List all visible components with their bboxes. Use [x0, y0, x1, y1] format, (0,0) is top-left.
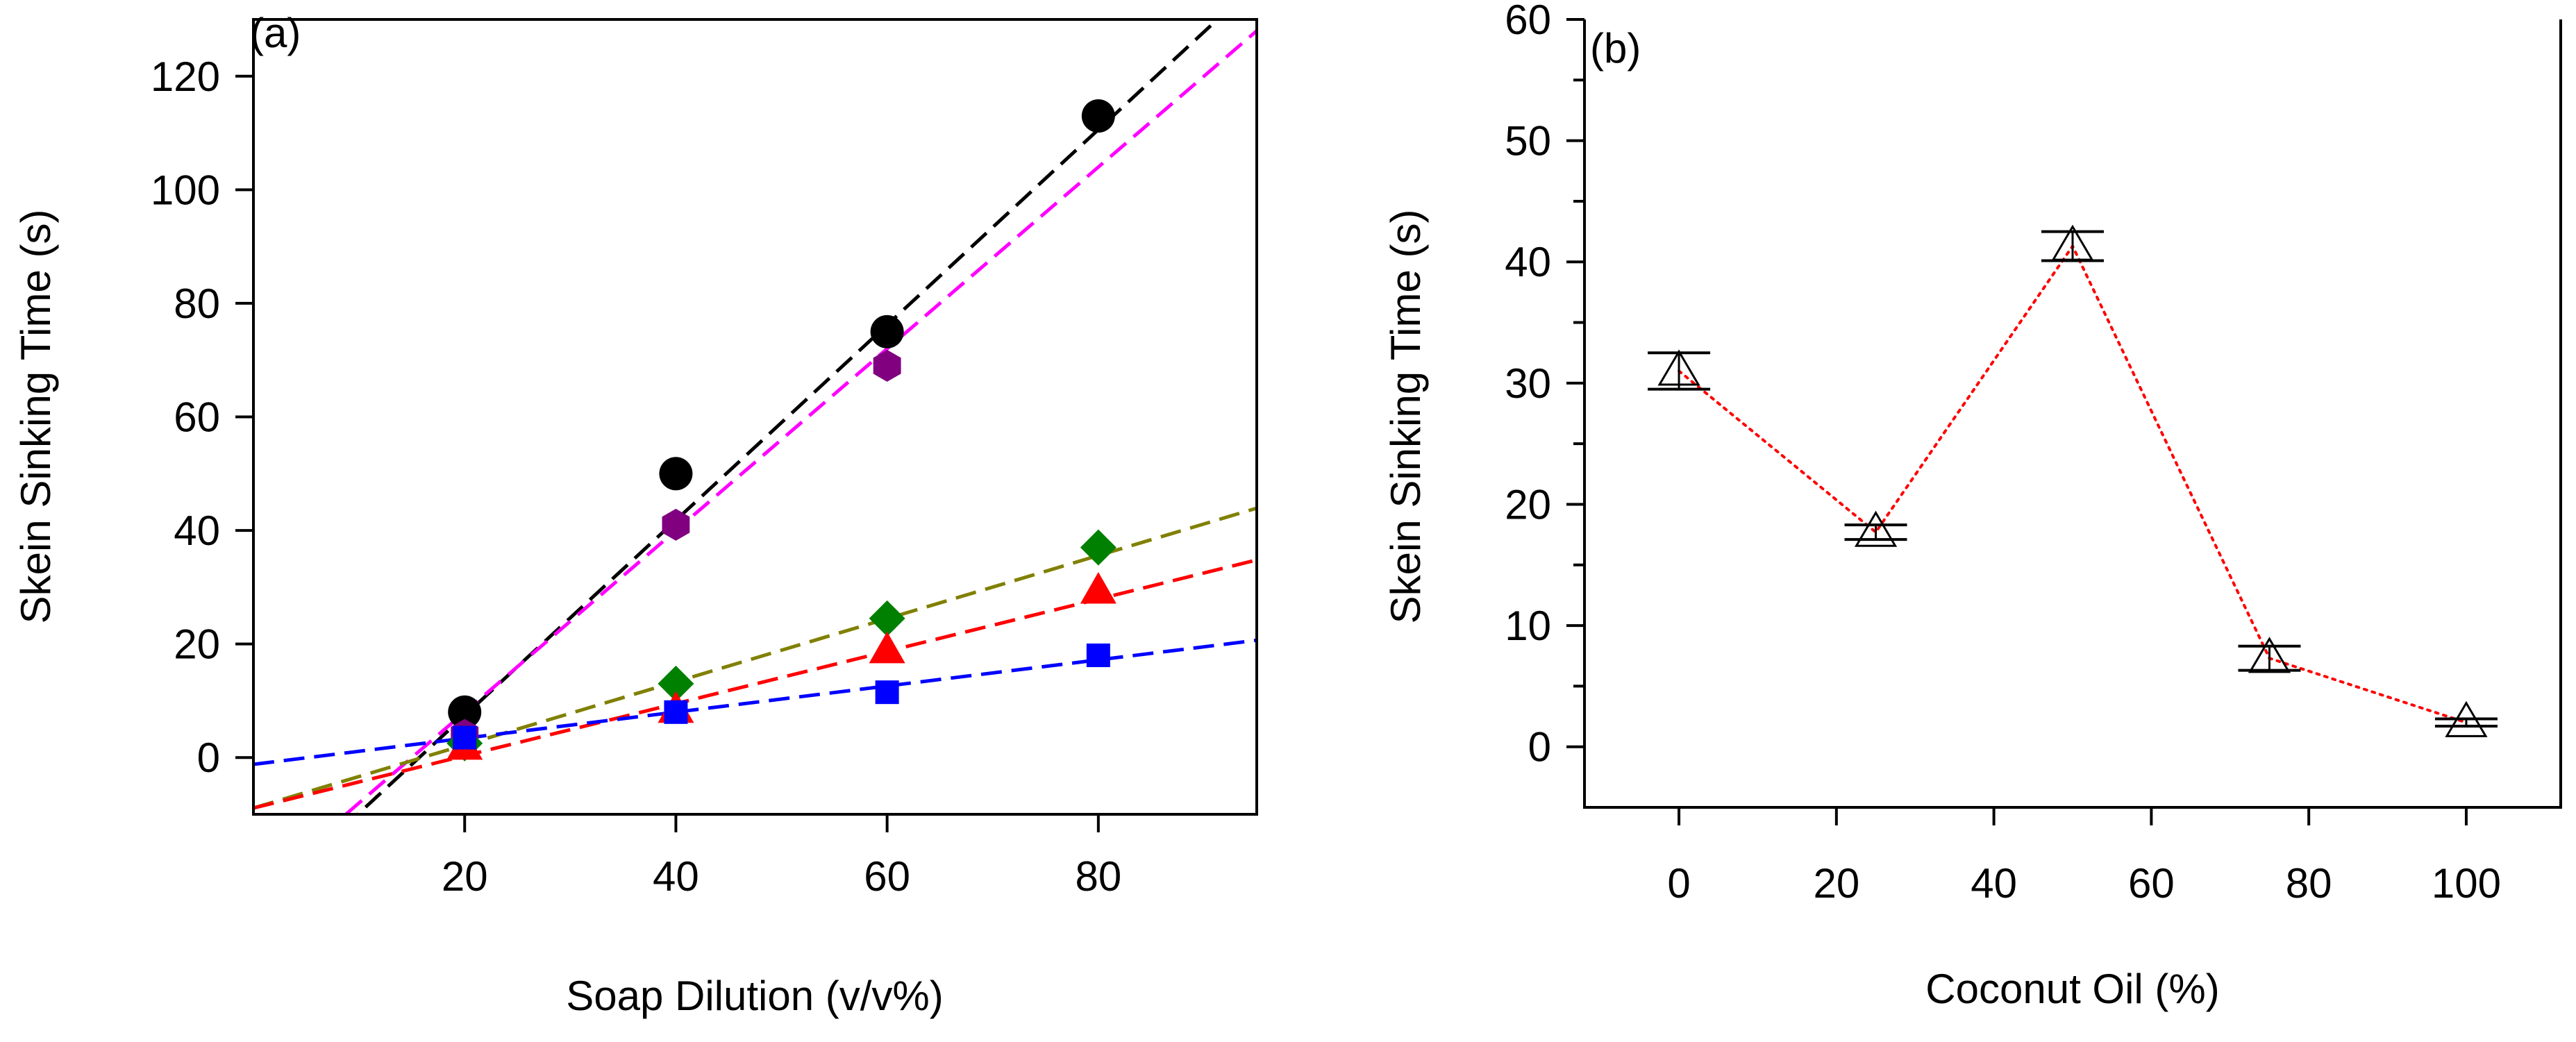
- panel-b-y-axis-title: Skein Sinking Time (s): [1382, 210, 1429, 624]
- y-tick-label: 0: [197, 734, 220, 781]
- data-point: [664, 700, 688, 724]
- y-tick-label: 60: [1505, 0, 1551, 43]
- panel-b-chart: 0 20 40 60 80 100 0 10 20 30 40 50 60 (b) Coconut O…: [1382, 0, 2562, 1012]
- y-tick-label: 40: [1505, 239, 1551, 285]
- panel-b-label: (b): [1590, 25, 1641, 72]
- x-tick-label: 20: [1813, 860, 1859, 907]
- data-point: [448, 695, 482, 729]
- x-tick-label: 80: [1075, 853, 1121, 900]
- y-tick-label: 0: [1528, 724, 1551, 771]
- x-tick-label: 0: [1667, 860, 1690, 907]
- panel-b-x-axis: 0 20 40 60 80 100: [1667, 807, 2501, 907]
- y-tick-label: 60: [174, 394, 220, 441]
- panel-a-label: (a): [250, 10, 301, 56]
- data-point: [1080, 571, 1116, 604]
- data-point: [2051, 224, 2094, 261]
- data-point: [1086, 644, 1110, 667]
- data-point: [2445, 700, 2488, 737]
- y-tick-label: 10: [1505, 603, 1551, 649]
- data-point: [1854, 510, 1898, 547]
- x-tick-label: 20: [442, 853, 488, 900]
- data-point: [1657, 349, 1700, 386]
- panel-b-x-axis-title: Coconut Oil (%): [1925, 966, 2219, 1012]
- fit-line: [355, 19, 1221, 814]
- panel-a-y-axis-title: Skein Sinking Time (s): [12, 210, 59, 624]
- x-tick-label: 100: [2432, 860, 2501, 907]
- y-tick-label: 120: [151, 53, 220, 100]
- y-tick-label: 20: [1505, 481, 1551, 528]
- y-tick-label: 40: [174, 507, 220, 554]
- panel-b-data-points: [1648, 224, 2498, 737]
- panel-a-chart: 20 40 60 80 0 20 40 60 80 100 120 (a) Soap Diluti…: [12, 10, 1258, 1019]
- data-point: [1080, 529, 1116, 566]
- panel-a-data-points: [446, 99, 1116, 762]
- panel-a-x-axis: 20 40 60 80: [442, 814, 1121, 900]
- data-point: [2248, 637, 2291, 673]
- x-tick-label: 60: [864, 853, 910, 900]
- data-point: [659, 457, 693, 491]
- data-point: [873, 349, 901, 382]
- x-tick-label: 80: [2286, 860, 2332, 907]
- data-point: [870, 314, 904, 348]
- fit-line: [253, 506, 1257, 810]
- data-point: [658, 665, 694, 702]
- data-point: [662, 508, 690, 541]
- panel-a-x-axis-title: Soap Dilution (v/v%): [566, 973, 944, 1019]
- data-point: [453, 725, 477, 750]
- panel-b-y-axis: 0 10 20 30 40 50 60: [1505, 0, 1584, 771]
- panel-a-y-axis: 0 20 40 60 80 100 120: [151, 53, 253, 781]
- x-tick-label: 40: [1971, 860, 2017, 907]
- data-point: [869, 631, 905, 664]
- panel-b-frame: [1583, 19, 2562, 809]
- y-tick-label: 20: [174, 621, 220, 668]
- data-point: [1081, 99, 1115, 133]
- x-tick-label: 60: [2128, 860, 2175, 907]
- data-point: [869, 600, 905, 637]
- y-tick-label: 100: [151, 167, 220, 213]
- fit-line: [343, 29, 1257, 814]
- y-tick-label: 50: [1505, 118, 1551, 165]
- x-tick-label: 40: [653, 853, 699, 900]
- data-point: [875, 680, 899, 705]
- y-tick-label: 80: [174, 280, 220, 327]
- y-tick-label: 30: [1505, 360, 1551, 407]
